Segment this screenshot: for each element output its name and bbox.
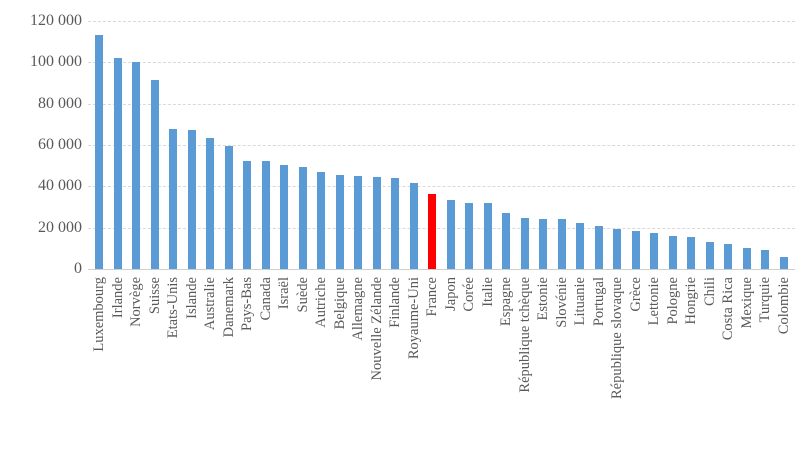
x-axis-label-allemagne: Allemagne [350, 277, 367, 341]
y-axis-tick-label: 20 000 [38, 218, 82, 236]
x-axis-label-belgique: Belgique [331, 277, 348, 330]
bar-pays-bas [243, 160, 252, 269]
gridline [88, 21, 795, 22]
bar-lituanie [576, 222, 585, 269]
x-axis-label-republique-tcheque: République tchèque [516, 277, 533, 393]
bar-norvege [132, 61, 141, 269]
bar-autriche [317, 171, 326, 269]
bar-australie [206, 137, 215, 269]
x-axis-label-lettonie: Lettonie [646, 277, 663, 326]
x-axis-label-royaume-uni: Royaume-Uni [405, 277, 422, 360]
y-axis-tick-label: 100 000 [30, 53, 82, 71]
bar-espagne [502, 212, 511, 269]
gridline [88, 103, 795, 105]
bar-slovenie [557, 219, 566, 269]
bar-finlande [391, 178, 400, 269]
x-axis-label-costa-rica: Costa Rica [720, 277, 737, 341]
x-axis-label-france: France [424, 277, 441, 317]
x-axis-label-grece: Grèce [627, 277, 644, 312]
bar-suisse [150, 80, 159, 269]
x-axis-label-pays-bas: Pays-Bas [239, 277, 256, 331]
x-axis-label-slovenie: Slovénie [553, 277, 570, 328]
bar-luxembourg [95, 34, 104, 269]
bar-estonie [539, 218, 548, 269]
bar-france [428, 194, 437, 269]
y-axis-tick-label: 40 000 [38, 177, 82, 195]
bar-mexique [742, 247, 751, 269]
bar-suede [298, 167, 307, 269]
bar-hongrie [687, 237, 696, 269]
x-axis-label-turquie: Turquie [757, 277, 774, 323]
gridline [88, 62, 795, 64]
x-axis-label-republique-slovaque: République slovaque [609, 277, 626, 400]
bar-belgique [335, 174, 344, 269]
x-axis-label-estonie: Estonie [535, 277, 552, 321]
y-axis-tick-label: 60 000 [38, 136, 82, 153]
bar-coree [465, 202, 474, 269]
bar-portugal [594, 225, 603, 269]
x-axis-label-autriche: Autriche [313, 277, 330, 328]
bar-nouvelle-zelande [372, 176, 381, 269]
bar-japon [446, 199, 455, 269]
x-axis-label-colombie: Colombie [775, 277, 792, 335]
bar-allemagne [354, 176, 363, 269]
bar-irlande [113, 58, 122, 269]
bar-republique-tcheque [520, 217, 529, 269]
x-axis-label-finlande: Finlande [387, 277, 404, 328]
y-axis-tick-label: 0 [74, 260, 82, 277]
x-axis-label-hongrie: Hongrie [683, 277, 700, 325]
y-axis-tick-label: 80 000 [38, 94, 82, 112]
x-axis-label-coree: Corée [461, 277, 478, 312]
gridline [88, 145, 795, 146]
bar-pologne [668, 236, 677, 269]
x-axis-label-japon: Japon [442, 277, 459, 311]
x-axis-label-italie: Italie [479, 277, 496, 307]
bar-lettonie [650, 233, 659, 269]
bar-costa-rica [724, 243, 733, 269]
x-axis-label-portugal: Portugal [590, 277, 607, 327]
x-axis-line [88, 269, 795, 270]
bar-danemark [224, 145, 233, 269]
gridline [88, 186, 795, 188]
bar-islande [187, 129, 196, 269]
x-axis-label-canada: Canada [257, 277, 274, 321]
x-axis-label-islande: Islande [183, 277, 200, 319]
x-axis-label-suede: Suède [294, 277, 311, 313]
bar-grece [631, 231, 640, 269]
bar-israel [280, 165, 289, 269]
x-axis-label-etats-unis: Etats-Unis [165, 277, 182, 339]
x-axis-label-irlande: Irlande [109, 277, 126, 319]
x-axis-label-luxembourg: Luxembourg [91, 277, 108, 352]
x-axis-label-pologne: Pologne [664, 277, 681, 325]
x-axis-label-suisse: Suisse [146, 277, 163, 315]
bar-turquie [761, 249, 770, 269]
gridline [88, 227, 795, 229]
x-axis-label-nouvelle-zelande: Nouvelle Zélande [368, 277, 385, 381]
bar-republique-slovaque [613, 229, 622, 269]
x-axis-label-norvege: Norvège [128, 277, 145, 327]
x-axis-label-chili: Chili [701, 277, 718, 307]
bar-italie [483, 203, 492, 269]
bar-chili [705, 241, 714, 269]
x-axis-label-mexique: Mexique [738, 277, 755, 329]
x-axis-label-australie: Australie [202, 277, 219, 331]
bar-etats-unis [169, 129, 178, 269]
x-axis-label-israel: Israël [276, 277, 293, 310]
bar-royaume-uni [409, 182, 418, 269]
x-axis-label-lituanie: Lituanie [572, 277, 589, 326]
bar-colombie [779, 256, 788, 269]
x-axis-label-espagne: Espagne [498, 277, 515, 327]
y-axis-tick-label: 120 000 [30, 12, 82, 29]
bar-canada [261, 160, 270, 269]
x-axis-label-danemark: Danemark [220, 277, 237, 338]
